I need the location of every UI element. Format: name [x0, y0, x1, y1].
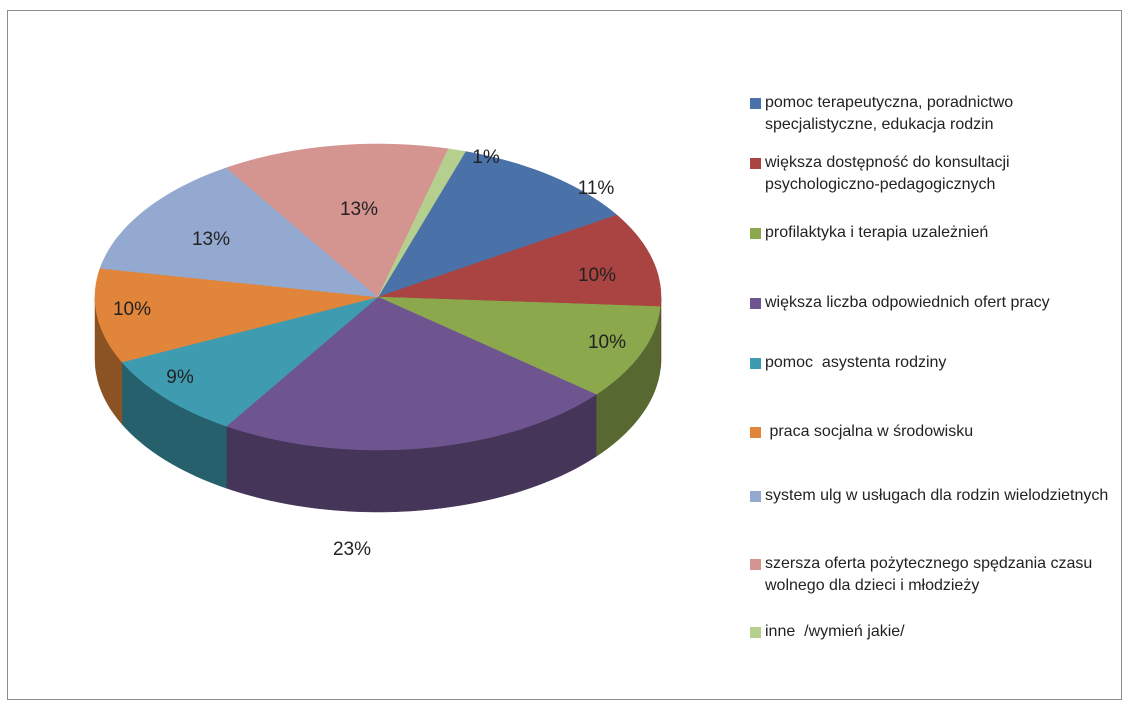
legend-label: pomoc asystenta rodziny: [765, 354, 947, 371]
legend-label: pomoc terapeutyczna, poradnictwo specjal…: [765, 94, 1018, 133]
pie-slice: [99, 167, 379, 298]
data-label: 13%: [192, 229, 230, 250]
pie-slice: [225, 143, 449, 298]
pie-slice: [225, 296, 597, 451]
legend-swatch: [750, 358, 761, 369]
legend-label: szersza oferta pożytecznego spędzania cz…: [765, 555, 1097, 594]
legend-item: większa liczba odpowiednich ofert pracy: [750, 292, 1115, 314]
legend-label: system ulg w usługach dla rodzin wielodz…: [765, 487, 1109, 504]
legend-item: szersza oferta pożytecznego spędzania cz…: [750, 553, 1115, 597]
data-label: 13%: [340, 199, 378, 220]
legend-item: system ulg w usługach dla rodzin wielodz…: [750, 485, 1115, 507]
legend-swatch: [750, 98, 761, 109]
legend-label: większa dostępność do konsultacji psycho…: [765, 154, 1015, 193]
data-label: 10%: [578, 265, 616, 286]
legend-swatch: [750, 559, 761, 570]
legend-item: pomoc terapeutyczna, poradnictwo specjal…: [750, 92, 1115, 136]
legend-swatch: [750, 491, 761, 502]
data-label: 11%: [578, 178, 615, 199]
legend-label: inne /wymień jakie/: [765, 623, 905, 640]
data-label: 23%: [333, 539, 371, 560]
pie-slice: [377, 151, 618, 298]
data-label: 1%: [472, 147, 500, 168]
legend-item: większa dostępność do konsultacji psycho…: [750, 152, 1115, 196]
pie-slice: [377, 148, 466, 298]
legend-label: profilaktyka i terapia uzależnień: [765, 224, 989, 241]
legend-item: profilaktyka i terapia uzależnień: [750, 222, 1115, 244]
legend-item: inne /wymień jakie/: [750, 621, 1115, 643]
legend-swatch: [750, 228, 761, 239]
data-label: 10%: [588, 332, 626, 353]
data-label: 10%: [113, 299, 151, 320]
legend-swatch: [750, 298, 761, 309]
legend-item: praca socjalna w środowisku: [750, 421, 1115, 443]
legend-swatch: [750, 627, 761, 638]
pie-slice: [377, 296, 661, 395]
data-label: 9%: [166, 367, 194, 388]
pie-slice: [377, 214, 662, 307]
pie-slice: [94, 268, 379, 363]
legend-item: pomoc asystenta rodziny: [750, 352, 1115, 374]
legend-label: większa liczba odpowiednich ofert pracy: [765, 294, 1050, 311]
pie-slice: [121, 296, 379, 427]
legend-swatch: [750, 158, 761, 169]
legend-label: praca socjalna w środowisku: [765, 423, 974, 440]
legend-swatch: [750, 427, 761, 438]
